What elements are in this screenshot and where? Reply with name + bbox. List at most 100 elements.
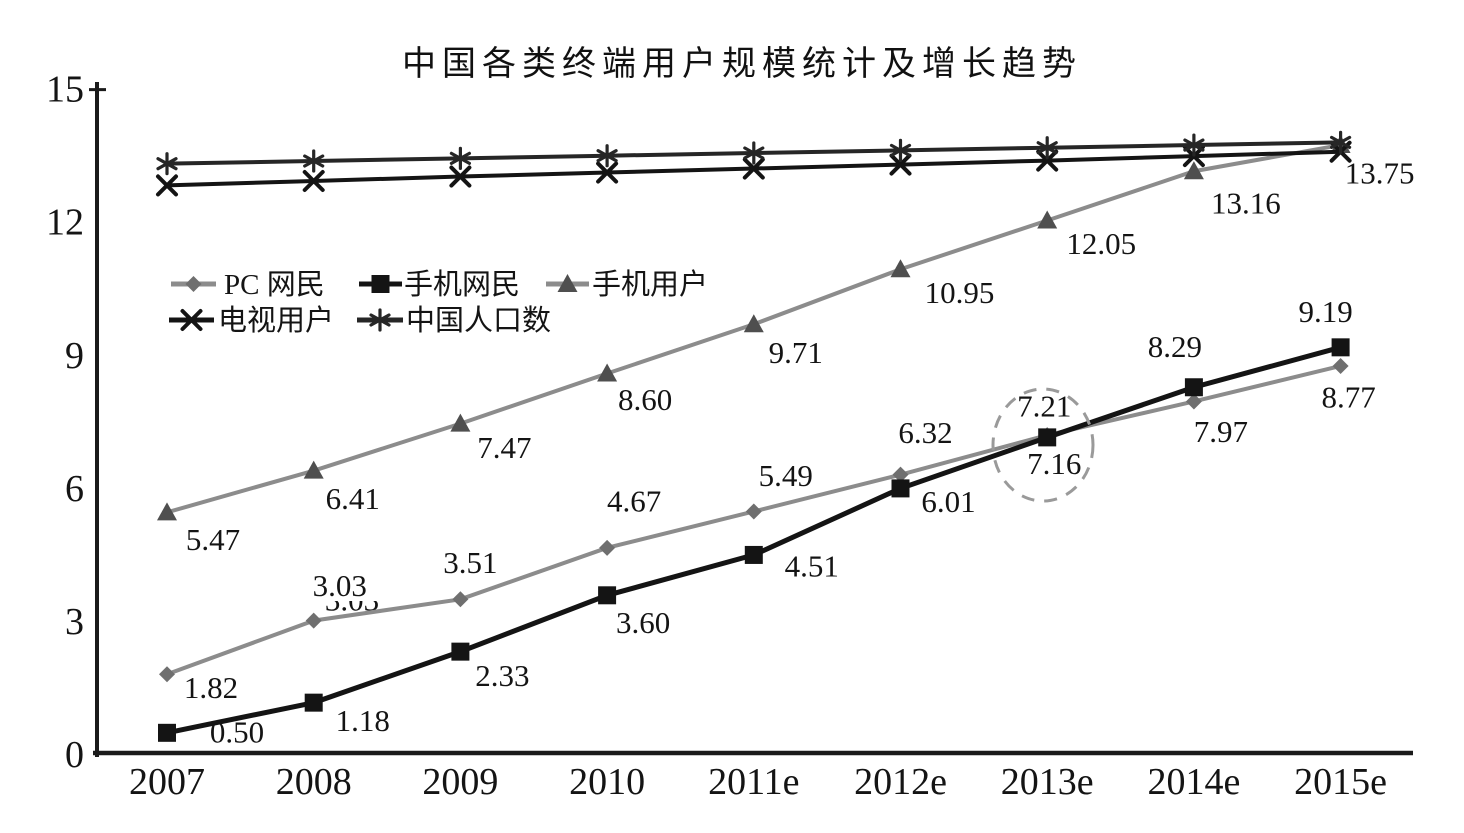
marker-square xyxy=(304,693,323,712)
data-label: 2.33 xyxy=(475,658,529,693)
y-axis-tick-label: 0 xyxy=(65,734,84,776)
series-line-0 xyxy=(166,364,1342,677)
legend-marker-asterisk xyxy=(369,308,391,332)
marker-diamond xyxy=(1185,393,1202,410)
data-label: 13.16 xyxy=(1211,186,1281,221)
marker-diamond xyxy=(745,503,762,520)
marker-asterisk xyxy=(369,308,391,332)
marker-square xyxy=(1184,378,1203,397)
data-label: 12.05 xyxy=(1066,226,1136,261)
legend-label: 中国人口数 xyxy=(406,304,551,337)
marker-square xyxy=(1331,338,1350,357)
marker-triangle xyxy=(1183,161,1204,180)
marker-asterisk xyxy=(889,138,912,162)
marker-diamond xyxy=(305,612,322,629)
y-axis-tick-label: 9 xyxy=(65,335,84,377)
x-axis-tick-label: 2011e xyxy=(708,761,799,803)
marker-triangle xyxy=(743,314,764,333)
data-label: 7.47 xyxy=(477,430,531,465)
y-axis-tick-label: 12 xyxy=(46,202,84,244)
marker-asterisk xyxy=(1330,130,1352,154)
marker-x xyxy=(180,309,203,331)
data-label: 6.32 xyxy=(898,415,952,450)
data-label: 1.82 xyxy=(184,670,238,705)
annotation-circle-2013e xyxy=(991,387,1095,503)
legend-label: 电视用户 xyxy=(218,304,334,337)
series-line-1 xyxy=(166,344,1342,736)
legend-label: PC 网民 xyxy=(224,269,325,301)
marker-square xyxy=(158,723,176,742)
data-label: 13.75 xyxy=(1345,156,1415,191)
legend-marker-square xyxy=(371,275,390,293)
data-label: 5.47 xyxy=(186,522,240,557)
x-axis-tick-label: 2013e xyxy=(1001,761,1094,803)
marker-x xyxy=(156,174,178,197)
data-label: 6.41 xyxy=(326,481,380,516)
legend-marker-triangle xyxy=(557,274,578,292)
legend-item-3: 电视用户 xyxy=(169,304,334,337)
data-label: 5.49 xyxy=(759,458,813,493)
legend-item-4: 中国人口数 xyxy=(357,304,551,337)
marker-diamond xyxy=(452,591,469,608)
data-label: 1.18 xyxy=(336,703,390,738)
marker-x xyxy=(1036,149,1059,172)
data-label: 3.03 xyxy=(313,568,367,603)
marker-diamond xyxy=(1332,357,1349,374)
marker-x xyxy=(302,169,325,192)
data-label: 3.60 xyxy=(616,605,670,640)
marker-asterisk xyxy=(596,144,618,168)
data-label: 4.67 xyxy=(607,483,661,518)
marker-square xyxy=(891,479,910,498)
y-axis-tick-label: 3 xyxy=(65,601,84,643)
x-axis-tick-label: 2009 xyxy=(422,761,498,803)
data-label: 7.21 xyxy=(1017,389,1071,424)
marker-x xyxy=(742,157,765,180)
chart-title: 中国各类终端用户规模统计及增长趋势 xyxy=(402,46,1082,83)
occluded-label-fragment: 3.03 xyxy=(325,583,379,618)
marker-square xyxy=(451,642,470,661)
marker-x xyxy=(596,161,619,184)
marker-asterisk xyxy=(743,141,765,165)
marker-square xyxy=(744,545,763,564)
marker-triangle xyxy=(1037,210,1058,229)
data-label: 8.29 xyxy=(1148,329,1202,364)
data-label: 8.77 xyxy=(1321,379,1375,414)
marker-x xyxy=(889,153,912,176)
marker-diamond xyxy=(159,666,175,683)
marker-triangle xyxy=(450,413,471,432)
data-label: 3.51 xyxy=(443,545,497,580)
marker-asterisk xyxy=(156,152,178,176)
x-axis-tick-label: 2007 xyxy=(129,761,205,803)
x-axis-tick-label: 2008 xyxy=(276,761,352,803)
x-axis-tick-label: 2014e xyxy=(1147,761,1240,803)
data-label: 7.97 xyxy=(1194,414,1248,449)
marker-triangle xyxy=(557,274,578,292)
marker-asterisk xyxy=(1183,133,1205,157)
marker-diamond xyxy=(599,539,616,556)
data-label: 4.51 xyxy=(785,548,839,583)
marker-asterisk xyxy=(1036,136,1058,160)
data-label: 8.60 xyxy=(618,382,672,417)
data-label: 9.71 xyxy=(769,335,823,370)
legend-item-0: PC 网民 xyxy=(171,269,325,301)
marker-triangle xyxy=(890,259,911,278)
x-axis-tick-label: 2012e xyxy=(854,761,947,803)
data-label: 9.19 xyxy=(1298,294,1352,329)
data-label: 10.95 xyxy=(925,275,995,310)
y-axis-tick-label: 6 xyxy=(65,468,84,510)
legend-label: 手机网民 xyxy=(404,268,520,301)
marker-diamond xyxy=(185,276,202,292)
x-axis-tick-label: 2010 xyxy=(569,761,645,803)
data-label: 0.50 xyxy=(210,714,264,749)
x-axis-tick-label: 2015e xyxy=(1294,761,1387,803)
marker-x xyxy=(449,165,472,188)
legend-item-1: 手机网民 xyxy=(359,268,520,301)
data-label: 7.16 xyxy=(1027,446,1081,481)
marker-square xyxy=(1038,428,1057,447)
marker-triangle xyxy=(597,363,618,382)
y-axis-tick-label: 15 xyxy=(46,69,84,111)
marker-diamond xyxy=(892,466,909,483)
legend-item-2: 手机用户 xyxy=(546,268,708,301)
marker-asterisk xyxy=(449,146,471,170)
